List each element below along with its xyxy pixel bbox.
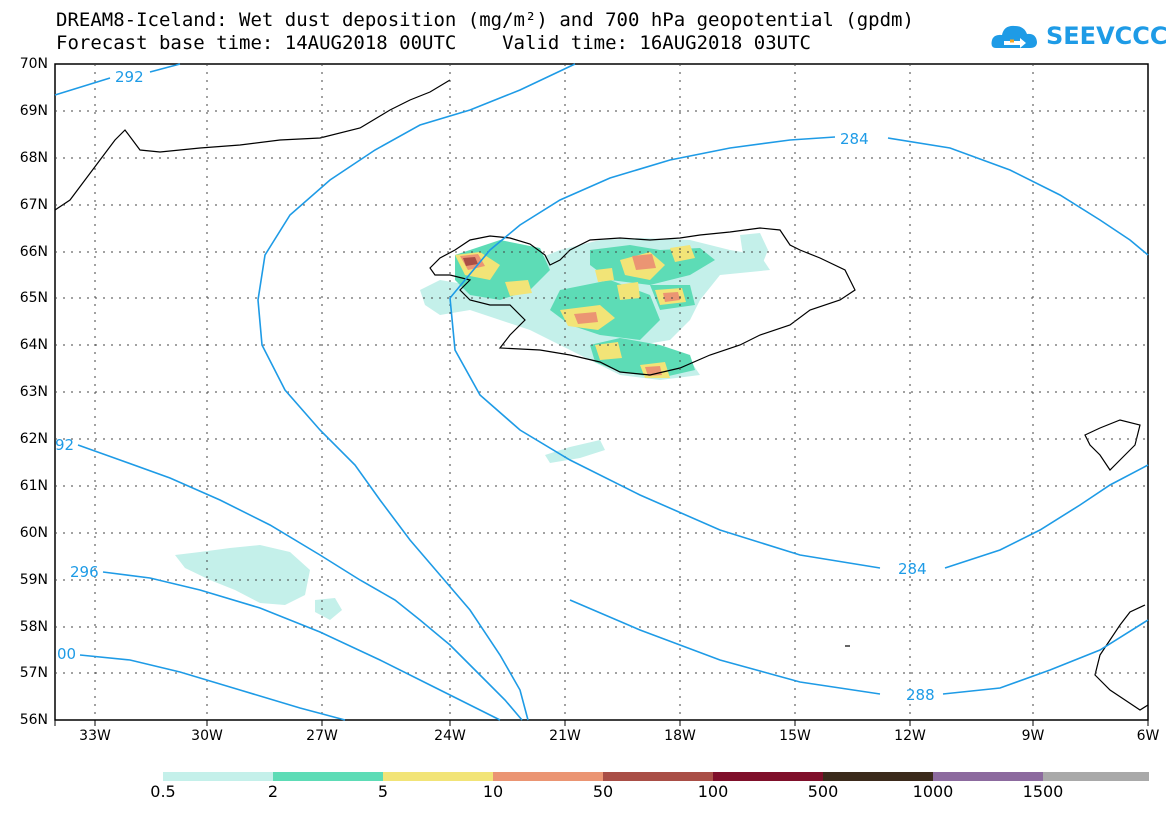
lat-label: 66N — [19, 244, 48, 260]
lat-label: 65N — [19, 290, 48, 306]
lat-label: 70N — [19, 56, 48, 72]
contour-label: 288 — [906, 686, 935, 704]
lat-label: 60N — [19, 525, 48, 541]
legend-swatch — [493, 772, 603, 781]
chart-title: DREAM8-Iceland: Wet dust deposition (mg/… — [56, 9, 914, 31]
contour-label: 296 — [70, 563, 99, 581]
lon-label: 6W — [1136, 728, 1160, 744]
lon-label: 30W — [191, 728, 223, 744]
graticule — [55, 64, 1148, 720]
lat-label: 57N — [19, 665, 48, 681]
contour-label: 284 — [898, 560, 927, 578]
legend-label: 5 — [377, 782, 389, 801]
lat-label: 63N — [19, 384, 48, 400]
legend-label: 1000 — [912, 782, 954, 801]
lat-label: 62N — [19, 431, 48, 447]
lat-label: 58N — [19, 619, 48, 635]
legend-swatch — [933, 772, 1043, 781]
lat-label: 56N — [19, 712, 48, 728]
legend-swatch — [163, 772, 273, 781]
legend-swatch — [383, 772, 493, 781]
lat-label: 59N — [19, 572, 48, 588]
lon-label: 18W — [664, 728, 696, 744]
legend-swatch — [713, 772, 823, 781]
chart-subtitle: Forecast base time: 14AUG2018 00UTC Vali… — [56, 32, 811, 54]
dust-deposition-layer — [175, 233, 770, 620]
legend-swatch — [823, 772, 933, 781]
lon-label: 24W — [434, 728, 466, 744]
cloud-logo-icon — [991, 25, 1037, 48]
lon-label: 27W — [306, 728, 338, 744]
legend-label: 2 — [267, 782, 279, 801]
contour-label: 284 — [840, 130, 869, 148]
lon-label: 21W — [549, 728, 581, 744]
logo-text: SEEVCCC — [1046, 22, 1168, 50]
legend-label: 0.5 — [150, 782, 176, 801]
legend-label: 100 — [697, 782, 729, 801]
lon-label: 33W — [79, 728, 111, 744]
lat-label: 64N — [19, 337, 48, 353]
lon-label: 15W — [779, 728, 811, 744]
contour-label: 92 — [55, 436, 74, 454]
lon-label: 12W — [894, 728, 926, 744]
contour-label: 292 — [115, 68, 144, 86]
lon-label: 9W — [1021, 728, 1045, 744]
legend-colorbar — [163, 772, 1149, 781]
legend-label: 500 — [807, 782, 839, 801]
geopotential-contours — [54, 63, 1149, 721]
lat-label: 61N — [19, 478, 48, 494]
legend-swatch — [273, 772, 383, 781]
legend-swatch — [603, 772, 713, 781]
legend-swatch — [1043, 772, 1149, 781]
legend-label: 10 — [482, 782, 504, 801]
legend-label: 1500 — [1022, 782, 1064, 801]
lat-label: 69N — [19, 103, 48, 119]
contour-label: 00 — [57, 645, 76, 663]
lat-label: 68N — [19, 150, 48, 166]
legend-label: 50 — [592, 782, 614, 801]
lat-label: 67N — [19, 197, 48, 213]
coastlines — [54, 79, 1149, 711]
